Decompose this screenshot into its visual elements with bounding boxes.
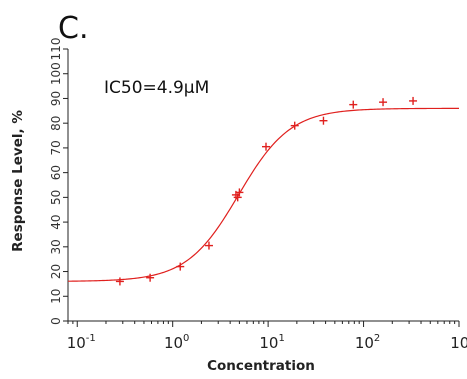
data-point [176,262,185,271]
panel-label: C. [58,11,88,46]
y-tick-label: 80 [49,116,63,131]
data-point [319,116,328,125]
data-point [115,277,124,286]
y-tick-label: 110 [49,38,63,61]
y-tick-label: 50 [49,190,63,205]
data-point [204,241,213,250]
x-tick-label: 102 [355,333,380,352]
data-point [409,96,418,105]
y-tick-label: 10 [49,289,63,304]
data-point [349,100,358,109]
x-tick-label: 103 [450,333,467,352]
y-tick-label: 90 [49,91,63,106]
x-tick-label: 100 [164,333,189,352]
x-axis-title: Concentration [207,358,315,374]
y-tick-label: 20 [49,264,63,279]
fit-curve [67,107,459,282]
y-tick-label: 70 [49,140,63,155]
y-tick-label: 60 [49,165,63,180]
data-point [235,188,244,197]
y-axis-title: Response Level, % [10,110,26,252]
y-tick-label: 40 [49,214,63,229]
x-tick-label: 10-1 [67,333,96,352]
data-point [146,273,155,282]
ic50-annotation: IC50=4.9µM [104,78,209,98]
y-tick-label: 0 [49,317,63,325]
data-point [261,142,270,151]
data-point [379,98,388,107]
y-tick-label: 30 [49,239,63,254]
x-tick-label: 101 [259,333,284,352]
data-point [233,193,242,202]
y-tick-label: 100 [49,62,63,85]
data-point [290,121,299,130]
